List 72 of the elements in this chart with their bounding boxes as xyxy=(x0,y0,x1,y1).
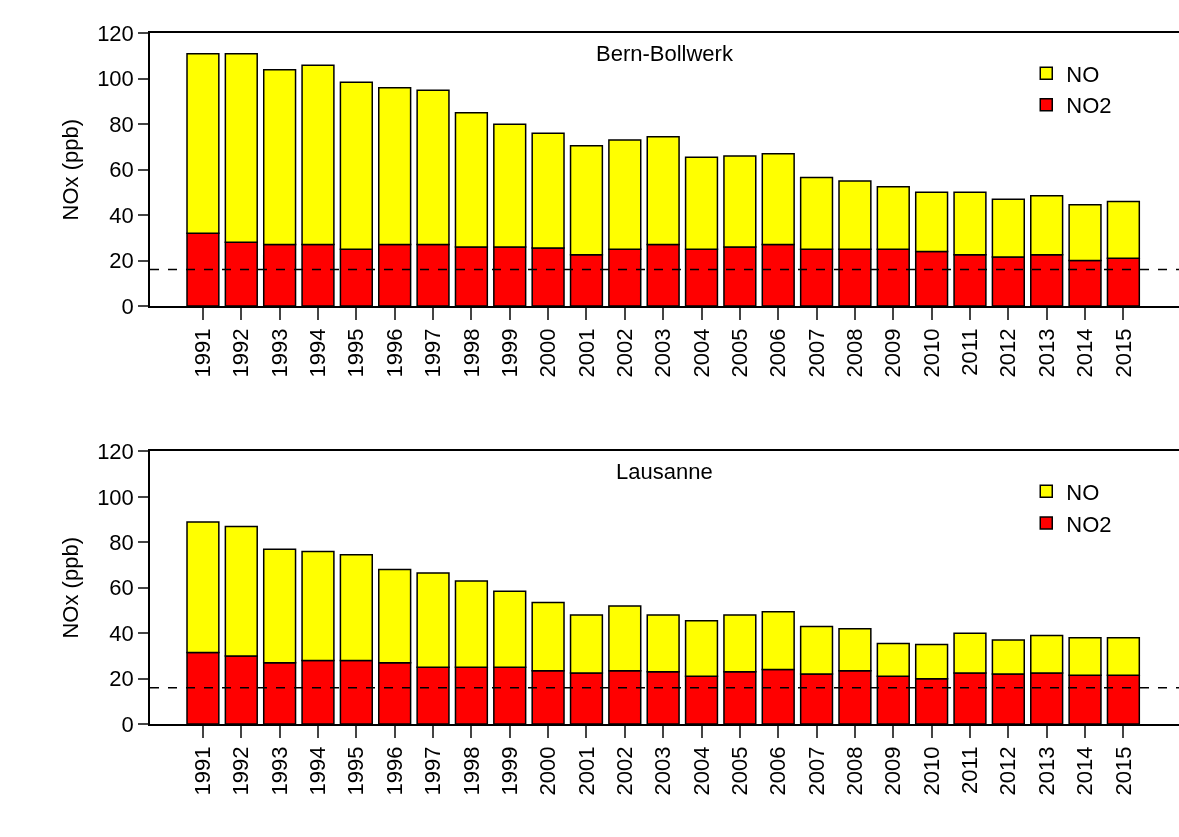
chart-title: Bern-Bollwerk xyxy=(596,41,734,66)
x-tick-label: 1999 xyxy=(496,328,522,378)
y-tick-label: 40 xyxy=(109,202,134,228)
x-tick-label: 1999 xyxy=(496,746,522,796)
x-tick-label: 1995 xyxy=(343,746,369,796)
y-tick-label: 100 xyxy=(97,484,134,510)
x-tick-label: 1993 xyxy=(266,746,292,796)
x-tick-label: 2007 xyxy=(803,746,829,796)
x-tick-label: 1991 xyxy=(190,328,216,378)
x-tick-label: 2014 xyxy=(1072,746,1098,796)
y-tick-label: 120 xyxy=(97,21,134,47)
x-tick-label: 1998 xyxy=(458,328,484,378)
legend-label: NO2 xyxy=(1066,511,1112,537)
legend-label: NO xyxy=(1066,479,1100,505)
x-tick-label: 2010 xyxy=(918,328,944,378)
x-tick-label: 2011 xyxy=(957,746,983,794)
x-tick-label: 2004 xyxy=(688,746,714,796)
x-tick-label: 2008 xyxy=(842,328,868,378)
x-tick-label: 2000 xyxy=(535,746,561,796)
chart-title: Lausanne xyxy=(616,459,713,484)
y-axis-title: NOx (ppb) xyxy=(58,118,84,221)
y-tick-label: 0 xyxy=(121,293,134,319)
y-tick-label: 0 xyxy=(121,711,134,737)
x-tick-label: 1998 xyxy=(458,746,484,796)
x-tick-label: 1994 xyxy=(305,746,331,796)
x-tick-label: 1997 xyxy=(420,328,446,378)
x-tick-label: 2009 xyxy=(880,328,906,378)
x-tick-label: 1992 xyxy=(228,746,254,796)
x-tick-label: 2013 xyxy=(1033,746,1059,796)
x-tick-label: 2014 xyxy=(1072,328,1098,378)
x-tick-label: 2005 xyxy=(727,328,753,378)
x-tick-label: 2005 xyxy=(727,746,753,796)
y-tick-label: 60 xyxy=(109,157,134,183)
x-tick-label: 1992 xyxy=(228,328,254,378)
x-tick-label: 2000 xyxy=(535,328,561,378)
x-tick-label: 2011 xyxy=(957,328,983,376)
y-tick-label: 20 xyxy=(109,248,134,274)
x-tick-label: 1996 xyxy=(381,746,407,796)
x-tick-label: 2001 xyxy=(573,328,599,378)
y-tick-label: 40 xyxy=(109,620,134,646)
y-tick-label: 120 xyxy=(97,439,134,465)
x-tick-label: 1991 xyxy=(190,746,216,796)
x-tick-label: 2015 xyxy=(1110,746,1136,796)
y-tick-label: 100 xyxy=(97,66,134,92)
x-tick-label: 2006 xyxy=(765,328,791,378)
x-tick-label: 2008 xyxy=(842,746,868,796)
x-tick-label: 1997 xyxy=(420,746,446,796)
y-tick-label: 80 xyxy=(109,530,134,556)
x-tick-label: 2006 xyxy=(765,746,791,796)
x-tick-label: 2004 xyxy=(688,328,714,378)
x-tick-label: 2012 xyxy=(995,746,1021,796)
x-tick-label: 2003 xyxy=(650,328,676,378)
y-tick-label: 60 xyxy=(109,575,134,601)
x-tick-label: 1996 xyxy=(381,328,407,378)
x-tick-label: 1995 xyxy=(343,328,369,378)
x-tick-label: 1993 xyxy=(266,328,292,378)
x-tick-label: 2002 xyxy=(611,328,637,378)
x-tick-label: 2002 xyxy=(611,746,637,796)
x-tick-label: 2007 xyxy=(803,328,829,378)
x-tick-label: 2015 xyxy=(1110,328,1136,378)
y-tick-label: 80 xyxy=(109,111,134,137)
legend-label: NO xyxy=(1066,61,1100,87)
x-tick-label: 2001 xyxy=(573,746,599,796)
legend-label: NO2 xyxy=(1066,93,1112,119)
y-tick-label: 20 xyxy=(109,666,134,692)
x-tick-label: 2003 xyxy=(650,746,676,796)
x-tick-label: 1994 xyxy=(305,328,331,378)
x-tick-label: 2010 xyxy=(918,746,944,796)
y-axis-title: NOx (ppb) xyxy=(58,537,84,639)
x-tick-label: 2012 xyxy=(995,328,1021,378)
x-tick-label: 2009 xyxy=(880,746,906,796)
x-tick-label: 2013 xyxy=(1033,328,1059,378)
